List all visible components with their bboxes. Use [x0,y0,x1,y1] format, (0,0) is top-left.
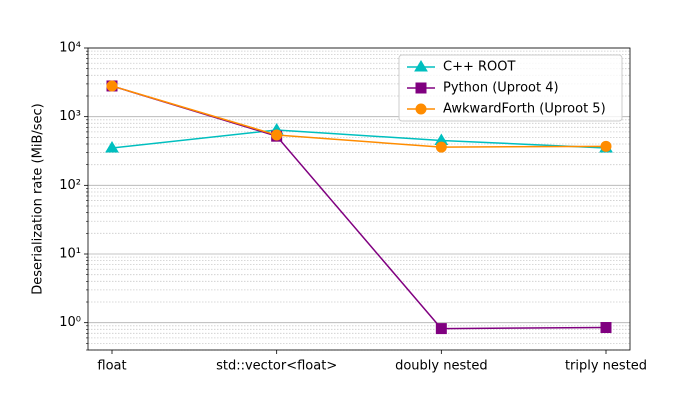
marker [415,103,427,115]
legend-label: C++ ROOT [443,60,515,75]
x-tick-label: float [97,359,126,374]
legend-box [398,54,623,122]
x-tick-label: std::vector<float> [216,359,337,374]
marker [600,322,612,334]
plot-frame [87,47,631,351]
x-tick-label: doubly nested [395,359,488,374]
legend-label: Python (Uproot 4) [443,81,559,96]
series-line [111,85,607,330]
y-tick-label: 10³ [59,109,81,124]
marker [105,141,119,153]
y-axis-label: Deserialization rate (MiB/sec) [31,103,46,294]
marker [600,140,612,152]
legend-label: AwkwardForth (Uproot 5) [443,102,606,117]
y-tick-label: 10⁰ [59,315,81,330]
marker [271,129,283,141]
marker [435,323,447,335]
marker [414,60,428,72]
marker [106,80,118,92]
y-tick-label: 10⁴ [59,41,81,56]
series-line [111,129,607,149]
marker [415,82,427,94]
y-tick-label: 10¹ [59,247,81,262]
marker [435,141,447,153]
series-line [111,85,607,148]
x-tick-label: triply nested [565,359,647,374]
y-tick-label: 10² [59,178,81,193]
